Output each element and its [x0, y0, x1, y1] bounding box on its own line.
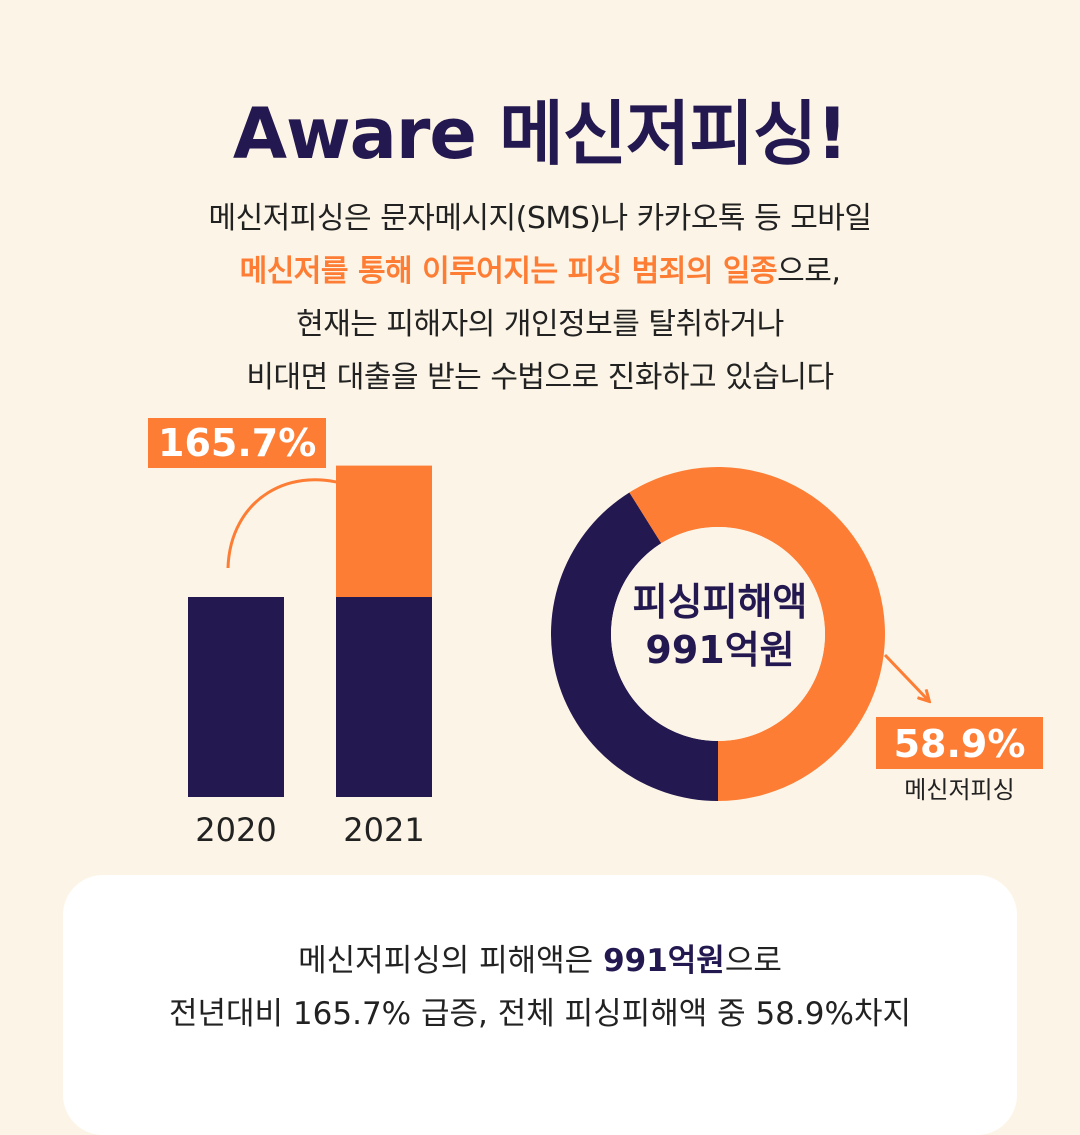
description-highlight: 메신저를 통해 이루어지는 피싱 범죄의 일종 [239, 254, 778, 289]
x-tick-label-2021: 2021 [343, 811, 424, 849]
x-tick-label-2020: 2020 [195, 811, 276, 849]
donut-slice-0 [629, 467, 885, 801]
description-line-4: 비대면 대출을 받는 수법으로 진화하고 있습니다 [246, 360, 834, 395]
messenger-phishing-share-label: 메신저피싱 [904, 776, 1015, 804]
summary-text: 메신저피싱의 피해액은 991억원으로 전년대비 165.7% 급증, 전체 피… [63, 935, 1017, 1041]
bar-2021-segment-1 [336, 465, 432, 597]
donut-center-title: 피싱피해액 [632, 580, 808, 624]
summary-line-2: 전년대비 165.7% 급증, 전체 피싱피해액 중 58.9%차지 [169, 996, 911, 1032]
summary-line-1-pre: 메신저피싱의 피해액은 [298, 943, 604, 979]
page-title: Aware 메신저피싱! [232, 93, 848, 175]
description-line-2: 메신저를 통해 이루어지는 피싱 범죄의 일종으로, [0, 245, 1080, 298]
donut-hole [611, 527, 825, 741]
donut-slice-1 [550, 492, 718, 801]
bar-2020-segment-0 [188, 597, 284, 797]
description-line-1: 메신저피싱은 문자메시지(SMS)나 카카오톡 등 모바일 [208, 201, 872, 236]
bar-chart: 2020 2021 [188, 465, 432, 849]
growth-percentage-badge: 165.7% [148, 418, 327, 468]
description-line-3: 현재는 피해자의 개인정보를 탈취하거나 [296, 307, 784, 342]
summary-line-1: 메신저피싱의 피해액은 991억원으로 [63, 935, 1017, 988]
donut-chart [550, 467, 1080, 801]
summary-line-1-post: 으로 [724, 943, 782, 979]
growth-arrow-icon [226, 478, 356, 569]
donut-center-value: 991억원 [645, 628, 795, 672]
summary-card: 메신저피싱의 피해액은 991억원으로 전년대비 165.7% 급증, 전체 피… [63, 875, 1017, 1135]
messenger-phishing-share-badge: 58.9% [876, 717, 1043, 769]
callout-arrow-icon [883, 653, 928, 700]
donut-center-label: 피싱피해액 991억원 [600, 578, 840, 674]
description-line-2-rest: 으로, [777, 254, 841, 289]
bar-2021-segment-0 [336, 597, 432, 797]
summary-amount: 991억원 [603, 943, 725, 979]
description: 메신저피싱은 문자메시지(SMS)나 카카오톡 등 모바일 메신저를 통해 이루… [0, 192, 1080, 404]
